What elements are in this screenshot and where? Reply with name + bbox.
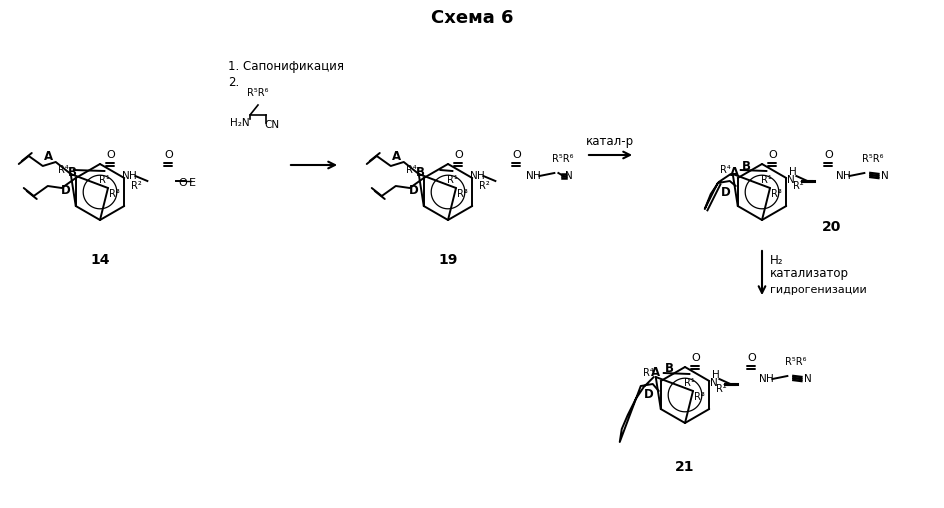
Text: Схема 6: Схема 6 [430, 9, 514, 27]
Text: R³: R³ [770, 189, 782, 199]
Text: H: H [788, 167, 796, 177]
Text: R⁵R⁶: R⁵R⁶ [784, 357, 806, 367]
Text: H: H [766, 374, 773, 384]
Text: B: B [416, 166, 425, 178]
Text: A: A [44, 149, 53, 163]
Text: 14: 14 [91, 253, 110, 267]
Text: B: B [68, 166, 77, 178]
Text: CN: CN [264, 120, 279, 130]
Text: D: D [644, 389, 653, 401]
Text: R²: R² [716, 384, 727, 394]
Text: R⁴: R⁴ [644, 368, 654, 378]
Text: R¹: R¹ [761, 175, 771, 185]
Text: R⁴: R⁴ [406, 165, 417, 175]
Text: N: N [803, 374, 811, 384]
Text: 21: 21 [675, 460, 695, 474]
Text: N: N [469, 171, 478, 181]
Text: R³: R³ [694, 392, 704, 402]
Text: R⁵R⁶: R⁵R⁶ [247, 88, 269, 98]
Text: O: O [747, 353, 756, 363]
Text: N: N [526, 171, 533, 181]
Text: R³: R³ [109, 189, 120, 199]
Text: 1. Сапонификация: 1. Сапонификация [228, 60, 344, 73]
Text: 19: 19 [438, 253, 458, 267]
Text: гидрогенизации: гидрогенизации [770, 285, 867, 295]
Text: O: O [824, 150, 833, 160]
Text: O: O [691, 353, 700, 363]
Text: D: D [409, 183, 418, 197]
Text: H: H [712, 370, 719, 380]
Text: H: H [477, 171, 484, 181]
Text: катализатор: катализатор [770, 268, 849, 280]
Text: O: O [106, 150, 115, 160]
Text: R¹: R¹ [98, 175, 110, 185]
Text: N: N [835, 171, 843, 181]
Text: N: N [565, 171, 572, 181]
Text: R¹: R¹ [683, 378, 695, 388]
Text: O: O [454, 150, 463, 160]
Text: A: A [731, 166, 739, 178]
Text: R³: R³ [457, 189, 467, 199]
Text: A: A [651, 366, 660, 379]
Text: O: O [768, 150, 777, 160]
Text: B: B [742, 160, 751, 173]
Text: N: N [786, 175, 794, 185]
Text: N: N [122, 171, 129, 181]
Text: 2.: 2. [228, 76, 239, 89]
Text: H₂: H₂ [770, 253, 784, 267]
Text: R⁵R⁶: R⁵R⁶ [862, 154, 884, 164]
Text: H₂N: H₂N [230, 118, 250, 128]
Text: N: N [710, 378, 717, 388]
Text: A: A [392, 149, 401, 163]
Text: B: B [666, 363, 674, 375]
Text: N: N [758, 374, 767, 384]
Text: O: O [178, 178, 187, 188]
Text: катал-р: катал-р [586, 136, 634, 148]
Text: 20: 20 [822, 220, 842, 234]
Text: N: N [881, 171, 888, 181]
Text: R⁵R⁶: R⁵R⁶ [551, 154, 573, 164]
Text: R²: R² [131, 181, 142, 191]
Text: R²: R² [793, 181, 803, 191]
Text: D: D [60, 183, 71, 197]
Text: R²: R² [479, 181, 490, 191]
Text: E: E [189, 178, 195, 188]
Text: R⁴: R⁴ [59, 165, 69, 175]
Text: D: D [721, 185, 731, 199]
Text: O: O [512, 150, 521, 160]
Text: H: H [842, 171, 851, 181]
Text: H: H [532, 171, 540, 181]
Text: O: O [164, 150, 173, 160]
Text: H: H [128, 171, 136, 181]
Text: R¹: R¹ [447, 175, 458, 185]
Text: R⁴: R⁴ [720, 165, 731, 175]
